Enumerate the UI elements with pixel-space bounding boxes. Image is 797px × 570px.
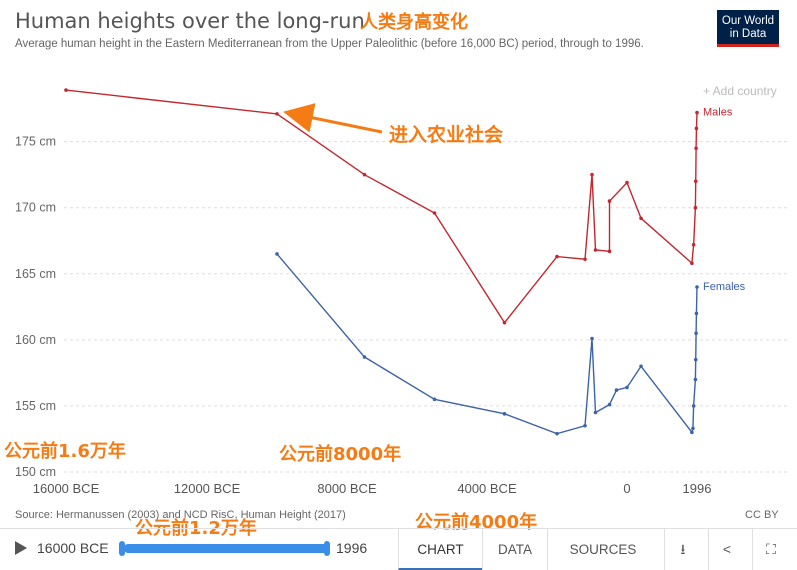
annotation-16000bc: 公元前1.6万年 [4,441,126,462]
data-point[interactable] [695,285,699,289]
data-point[interactable] [695,110,699,115]
data-point[interactable] [275,112,279,116]
line-chart: 150 cm 155 cm 160 cm 165 cm 170 cm 175 cm 160… [15,88,790,496]
data-point[interactable] [593,248,598,252]
x-tick-label: 16000 BCE [33,481,100,496]
data-point[interactable] [691,242,696,247]
data-point[interactable] [502,412,507,416]
annotation-agriculture: 进入农业社会 [389,124,504,146]
chart-controls: 16000 BCE 1996 CHART DATA SOURCES ⭳ < ⛶ [0,528,797,570]
data-point[interactable] [275,252,279,256]
data-point[interactable] [593,410,598,415]
annotation-arrow [283,103,383,134]
source-note[interactable]: Source: Hermanussen (2003) and NCD RisC,… [15,509,346,521]
data-point[interactable] [555,254,559,259]
data-point[interactable] [583,257,587,262]
data-point[interactable] [555,431,559,436]
y-tick-label: 170 cm [15,201,56,215]
logo-line-1: Our World [721,15,775,27]
data-point[interactable] [625,180,629,185]
timeline-end-label: 1996 [336,540,368,556]
data-point[interactable] [693,179,698,184]
license-label[interactable]: CC BY [745,509,779,521]
data-point[interactable] [691,404,696,408]
share-icon[interactable]: < [708,529,745,570]
series-line-males[interactable] [65,89,698,324]
x-tick-label: 1996 [683,481,712,496]
data-point[interactable] [362,355,367,359]
timeline-end-handle[interactable] [324,541,330,556]
annotation-4000bc: 公元前4000年 [415,512,538,533]
owid-logo[interactable]: Our World in Data [717,10,779,47]
y-tick-label: 165 cm [15,267,56,281]
data-point[interactable] [432,397,437,402]
data-point[interactable] [614,388,619,392]
series-label-females: Females [703,281,746,293]
data-point[interactable] [639,216,643,221]
tab-chart[interactable]: CHART [398,529,482,570]
data-point[interactable] [607,402,612,407]
timeline-slider[interactable] [124,544,328,553]
timeline-start-handle[interactable] [119,541,125,556]
data-point[interactable] [690,261,694,266]
data-point[interactable] [607,249,612,254]
data-point[interactable] [432,211,437,215]
series-label-males: Males [703,107,733,119]
data-point[interactable] [625,385,629,390]
chart-subtitle: Average human height in the Eastern Medi… [15,38,644,50]
data-point[interactable] [694,146,698,151]
data-point[interactable] [694,331,698,336]
data-point[interactable] [690,430,694,435]
add-country-button[interactable]: + Add country [703,84,777,98]
y-tick-label: 160 cm [15,333,56,347]
y-tick-label: 175 cm [15,135,56,149]
tab-data[interactable]: DATA [482,529,547,570]
logo-line-2: in Data [729,28,767,40]
data-point[interactable] [590,336,594,341]
x-tick-label: 4000 BCE [457,481,517,496]
annotation-8000bc: 公元前8000年 [279,444,402,465]
play-icon[interactable] [15,541,27,555]
chart-title: Human heights over the long-run [15,9,365,33]
data-point[interactable] [693,205,698,210]
data-point[interactable] [362,172,367,177]
y-tick-label: 155 cm [15,399,56,413]
data-point[interactable] [694,311,699,316]
data-point[interactable] [590,172,594,177]
data-point[interactable] [639,364,643,369]
data-point[interactable] [693,357,698,362]
fullscreen-icon[interactable]: ⛶ [752,529,789,570]
series-line-females[interactable] [276,253,698,435]
data-point[interactable] [502,320,507,325]
x-tick-label: 8000 BCE [317,481,377,496]
data-point[interactable] [583,423,587,428]
y-tick-label: 150 cm [15,465,56,479]
data-point[interactable] [64,88,68,92]
annotation-title-cn: 人类身高变化 [360,12,468,33]
timeline-start-label: 16000 BCE [37,540,109,556]
x-tick-label: 0 [623,481,630,496]
data-point[interactable] [691,426,695,431]
tab-sources[interactable]: SOURCES [547,529,658,570]
download-icon[interactable]: ⭳ [664,529,701,570]
logo-accent-bar [717,44,779,47]
x-tick-label: 12000 BCE [174,481,241,496]
data-point[interactable] [607,199,612,203]
data-point[interactable] [694,126,699,131]
data-point[interactable] [693,377,698,382]
